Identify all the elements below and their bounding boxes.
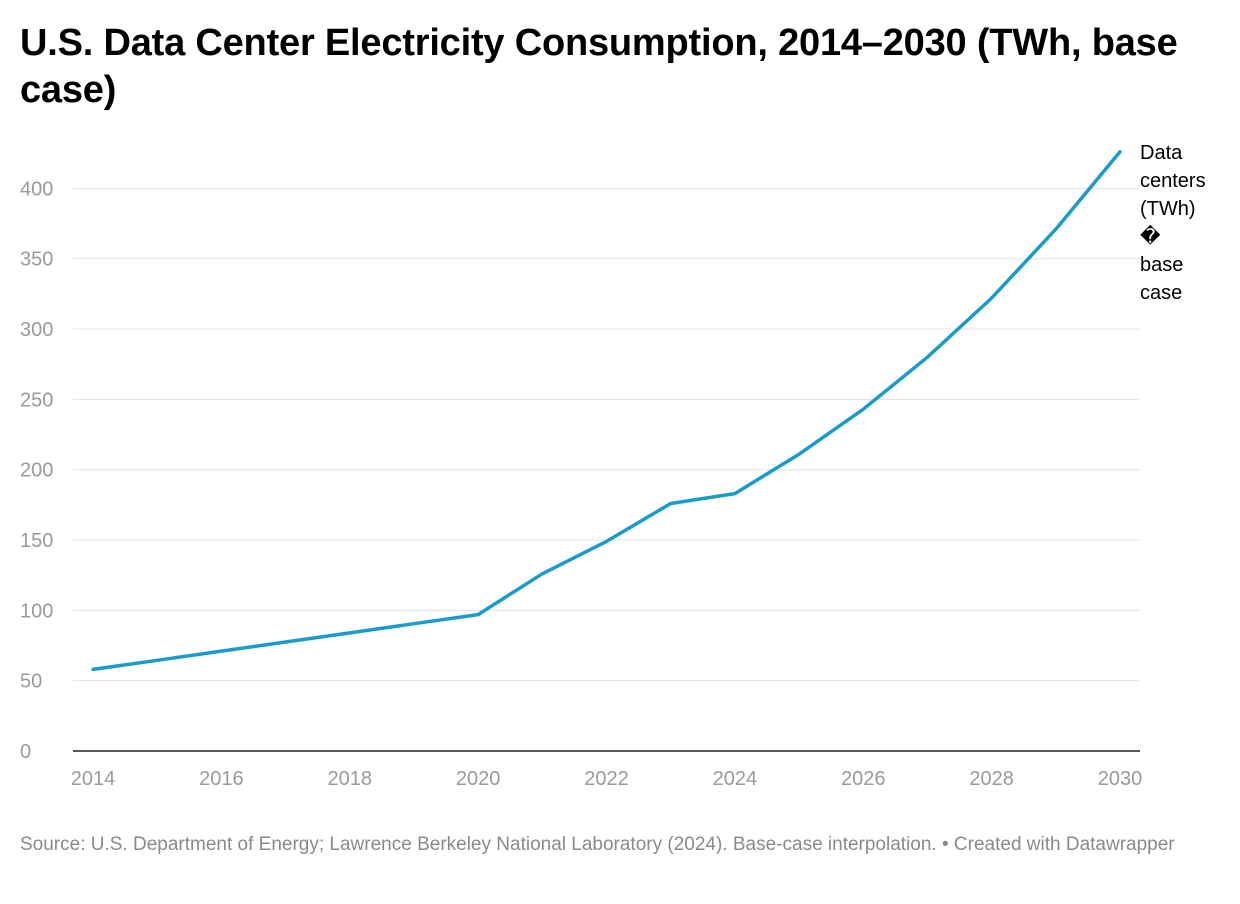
- y-axis-tick-labels: 0 50 100 150 200 250 300 350 400: [20, 178, 53, 763]
- y-tick-label-150: 150: [20, 530, 53, 552]
- x-tick-label-2022: 2022: [584, 768, 629, 790]
- x-tick-label-2014: 2014: [71, 768, 116, 790]
- series-line-0: [91, 150, 1122, 672]
- x-tick-label-2020: 2020: [456, 768, 501, 790]
- series-label-line-5: case: [1140, 282, 1182, 304]
- series-label-line-1: centers: [1140, 170, 1206, 192]
- y-tick-label-250: 250: [20, 389, 53, 411]
- y-tick-label-350: 350: [20, 249, 53, 271]
- x-tick-label-2018: 2018: [328, 768, 373, 790]
- gridlines: [73, 187, 1140, 682]
- series-label-line-4: base: [1140, 254, 1183, 276]
- series-direct-label: Data centers (TWh) � base case: [1140, 142, 1206, 304]
- x-tick-label-2016: 2016: [199, 768, 244, 790]
- series-label-line-2: (TWh): [1140, 198, 1196, 220]
- series: [91, 150, 1122, 672]
- source-note: Source: U.S. Department of Energy; Lawre…: [20, 834, 1175, 855]
- x-tick-label-2028: 2028: [969, 768, 1014, 790]
- y-tick-label-200: 200: [20, 460, 53, 482]
- y-tick-label-400: 400: [20, 178, 53, 200]
- x-tick-label-2026: 2026: [841, 768, 886, 790]
- y-tick-label-300: 300: [20, 319, 53, 341]
- x-tick-label-2024: 2024: [713, 768, 758, 790]
- y-tick-label-100: 100: [20, 600, 53, 622]
- series-label-line-0: Data: [1140, 142, 1183, 164]
- chart-title: U.S. Data Center Electricity Consumption…: [20, 22, 1178, 111]
- y-tick-label-0: 0: [20, 741, 31, 763]
- series-label-line-3: �: [1140, 224, 1161, 248]
- y-tick-label-50: 50: [20, 671, 42, 693]
- x-axis-tick-labels: 2014 2016 2018 2020 2022 2024 2026 2028 2030: [71, 768, 1143, 790]
- x-tick-label-2030: 2030: [1098, 768, 1143, 790]
